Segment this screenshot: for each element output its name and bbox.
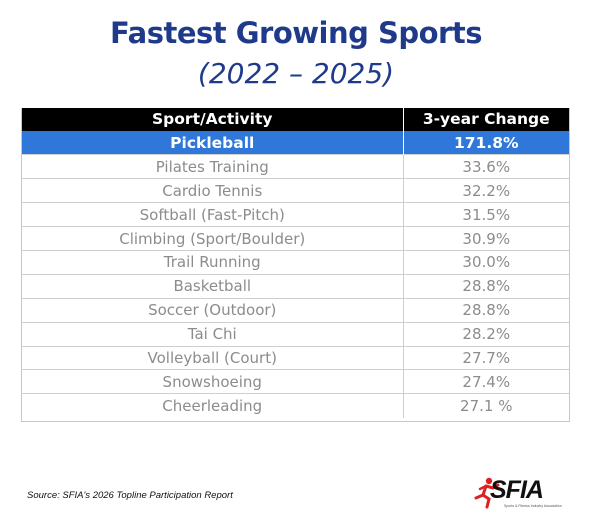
sport-name-cell: Soccer (Outdoor) (22, 297, 403, 323)
table-row: Snowshoeing 27.4% (22, 369, 569, 394)
sport-name-cell: Cheerleading (22, 393, 403, 418)
table-row: Tai Chi 28.2% (22, 321, 569, 347)
table-row-highlight: Pickleball 171.8% (22, 130, 569, 155)
table-header-row: Sport/Activity 3-year Change (22, 108, 569, 131)
change-value-cell: 27.7% (402, 345, 569, 370)
sport-name-cell: Volleyball (Court) (22, 345, 403, 370)
sport-name-cell: Pickleball (22, 130, 403, 155)
table-row: Climbing (Sport/Boulder) 30.9% (22, 226, 569, 251)
sport-name-cell: Softball (Fast-Pitch) (22, 202, 403, 227)
sport-name-cell: Basketball (22, 273, 403, 299)
table-row: Cardio Tennis 32.2% (22, 178, 569, 203)
table-row: Soccer (Outdoor) 28.8% (22, 297, 569, 323)
sport-name-cell: Trail Running (22, 249, 403, 275)
change-value-cell: 28.2% (402, 321, 569, 347)
growth-table: Sport/Activity 3-year Change Pickleball 1… (22, 108, 569, 418)
logo-tagline: Sports & Fitness Industry Association (504, 504, 562, 508)
table-row: Cheerleading 27.1 % (22, 393, 569, 418)
change-value-cell: 31.5% (402, 202, 569, 227)
table-body: Pickleball 171.8% Pilates Training 33.6% Car… (22, 130, 569, 418)
change-value-cell: 28.8% (402, 297, 569, 323)
column-header-change: 3-year Change (402, 108, 569, 131)
change-value-cell: 30.0% (402, 249, 569, 275)
table-row: Trail Running 30.0% (22, 249, 569, 275)
change-value-cell: 27.4% (402, 369, 569, 394)
page-subtitle: (2022 – 2025) (197, 57, 395, 90)
source-note: Source: SFIA's 2026 Topline Participatio… (27, 490, 233, 501)
change-value-cell: 30.9% (402, 226, 569, 251)
logo-wordmark: SFIA (490, 476, 544, 504)
table-row: Basketball 28.8% (22, 273, 569, 299)
sport-name-cell: Climbing (Sport/Boulder) (22, 226, 403, 251)
sport-name-cell: Snowshoeing (22, 369, 403, 394)
change-value-cell: 171.8% (402, 130, 569, 155)
sfia-logo: SFIA Sports & Fitness Industry Associati… (472, 476, 568, 512)
table-row: Softball (Fast-Pitch) 31.5% (22, 202, 569, 227)
table-row: Pilates Training 33.6% (22, 154, 569, 179)
sport-name-cell: Tai Chi (22, 321, 403, 347)
change-value-cell: 27.1 % (402, 393, 569, 418)
change-value-cell: 32.2% (402, 178, 569, 203)
growth-table-container: Sport/Activity 3-year Change Pickleball 1… (21, 108, 570, 422)
change-value-cell: 28.8% (402, 273, 569, 299)
sport-name-cell: Pilates Training (22, 154, 403, 179)
runner-icon (474, 477, 500, 509)
table-row: Volleyball (Court) 27.7% (22, 345, 569, 370)
column-header-sport: Sport/Activity (22, 108, 403, 131)
sport-name-cell: Cardio Tennis (22, 178, 403, 203)
change-value-cell: 33.6% (402, 154, 569, 179)
page-title: Fastest Growing Sports (110, 16, 482, 50)
